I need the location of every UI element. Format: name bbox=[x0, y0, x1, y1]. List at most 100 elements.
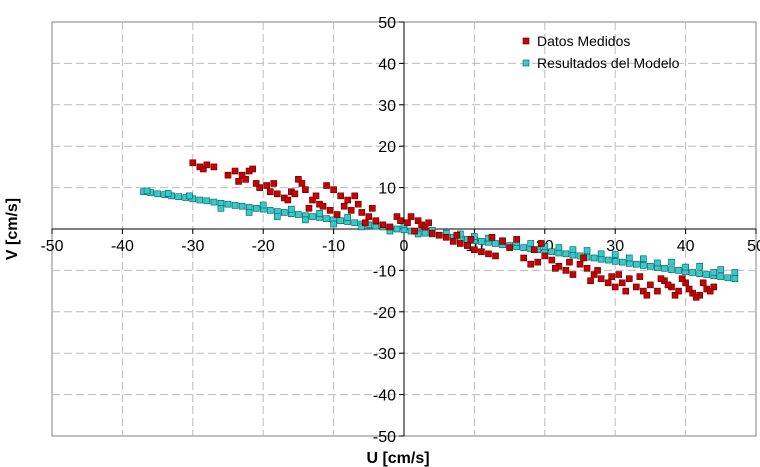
point-resultados-del-modelo bbox=[337, 217, 344, 225]
legend-marker-resultados-modelo bbox=[522, 59, 530, 67]
point-resultados-del-modelo bbox=[569, 246, 577, 253]
point-datos-medidos bbox=[527, 260, 535, 268]
point-resultados-del-modelo bbox=[583, 247, 591, 254]
point-datos-medidos bbox=[203, 161, 211, 169]
point-resultados-del-modelo bbox=[633, 260, 640, 268]
point-datos-medidos bbox=[302, 186, 309, 193]
point-resultados-del-modelo bbox=[654, 259, 661, 267]
point-datos-medidos bbox=[576, 260, 584, 268]
point-datos-medidos bbox=[580, 254, 587, 262]
point-resultados-del-modelo bbox=[203, 197, 211, 205]
point-datos-medidos bbox=[354, 200, 362, 208]
point-resultados-del-modelo bbox=[154, 190, 161, 198]
point-resultados-del-modelo bbox=[604, 256, 612, 264]
point-datos-medidos bbox=[347, 207, 355, 214]
legend-label-datos-medidos: Datos Medidos bbox=[537, 33, 630, 49]
point-datos-medidos bbox=[273, 190, 281, 198]
point-resultados-del-modelo bbox=[611, 257, 619, 265]
point-resultados-del-modelo bbox=[288, 205, 295, 213]
point-datos-medidos bbox=[671, 291, 679, 299]
point-resultados-del-modelo bbox=[555, 244, 563, 251]
point-datos-medidos bbox=[358, 209, 366, 216]
x-tick-label: -40 bbox=[111, 238, 134, 255]
tick-labels: -50-40-30-20-1001020304050-50-40-30-20-1… bbox=[40, 15, 760, 446]
point-resultados-del-modelo bbox=[281, 209, 288, 216]
point-datos-medidos bbox=[200, 165, 207, 173]
point-resultados-del-modelo bbox=[668, 266, 675, 273]
point-datos-medidos bbox=[608, 273, 615, 280]
point-datos-medidos bbox=[397, 217, 404, 225]
point-datos-medidos bbox=[488, 233, 496, 241]
point-resultados-del-modelo bbox=[252, 205, 260, 212]
point-datos-medidos bbox=[442, 233, 450, 241]
point-datos-medidos bbox=[379, 221, 387, 229]
y-tick-label: 10 bbox=[378, 181, 396, 198]
point-datos-medidos bbox=[471, 246, 478, 253]
point-datos-medidos bbox=[633, 283, 640, 291]
point-datos-medidos bbox=[291, 190, 299, 198]
point-resultados-del-modelo bbox=[625, 254, 633, 262]
point-datos-medidos bbox=[675, 287, 682, 295]
point-datos-medidos bbox=[583, 265, 591, 272]
point-datos-medidos bbox=[464, 242, 471, 249]
point-datos-medidos bbox=[344, 196, 351, 204]
point-resultados-del-modelo bbox=[710, 269, 718, 276]
point-datos-medidos bbox=[457, 240, 464, 247]
point-datos-medidos bbox=[386, 223, 394, 231]
point-datos-medidos bbox=[305, 205, 313, 212]
point-datos-medidos bbox=[351, 192, 359, 200]
point-datos-medidos bbox=[263, 182, 271, 189]
point-datos-medidos bbox=[499, 238, 506, 245]
point-datos-medidos bbox=[295, 176, 302, 183]
point-datos-medidos bbox=[435, 231, 443, 239]
point-datos-medidos bbox=[678, 275, 686, 282]
point-resultados-del-modelo bbox=[210, 198, 218, 206]
point-datos-medidos bbox=[590, 271, 598, 278]
point-resultados-del-modelo bbox=[682, 263, 689, 271]
point-datos-medidos bbox=[689, 289, 696, 297]
point-datos-medidos bbox=[640, 287, 647, 295]
point-datos-medidos bbox=[520, 254, 527, 262]
point-resultados-del-modelo bbox=[330, 220, 337, 228]
point-resultados-del-modelo bbox=[266, 207, 274, 214]
point-datos-medidos bbox=[537, 240, 545, 247]
point-resultados-del-modelo bbox=[231, 202, 239, 209]
point-resultados-del-modelo bbox=[196, 196, 204, 204]
point-datos-medidos bbox=[231, 167, 239, 175]
point-datos-medidos bbox=[266, 188, 274, 196]
point-datos-medidos bbox=[242, 176, 249, 183]
y-tick-label: 30 bbox=[378, 98, 396, 115]
point-datos-medidos bbox=[407, 213, 415, 220]
legend-label-resultados-modelo: Resultados del Modelo bbox=[537, 55, 680, 71]
point-resultados-del-modelo bbox=[640, 262, 647, 269]
point-resultados-del-modelo bbox=[421, 229, 429, 237]
x-axis-title: U [cm/s] bbox=[366, 450, 429, 467]
point-resultados-del-modelo bbox=[224, 200, 232, 208]
point-datos-medidos bbox=[622, 287, 630, 295]
point-datos-medidos bbox=[333, 211, 341, 218]
point-datos-medidos bbox=[562, 267, 570, 274]
point-resultados-del-modelo bbox=[520, 244, 527, 251]
x-tick-label: 40 bbox=[677, 238, 695, 255]
point-resultados-del-modelo bbox=[259, 201, 267, 209]
point-datos-medidos bbox=[615, 271, 623, 278]
point-datos-medidos bbox=[485, 250, 492, 258]
point-datos-medidos bbox=[340, 202, 348, 210]
point-datos-medidos bbox=[685, 285, 693, 293]
point-datos-medidos bbox=[421, 223, 429, 231]
point-resultados-del-modelo bbox=[175, 193, 183, 201]
point-datos-medidos bbox=[270, 180, 278, 187]
point-datos-medidos bbox=[404, 219, 411, 227]
point-datos-medidos bbox=[467, 236, 475, 243]
point-datos-medidos bbox=[252, 180, 260, 187]
y-tick-label: -50 bbox=[373, 429, 396, 446]
point-datos-medidos bbox=[492, 252, 499, 260]
point-datos-medidos bbox=[654, 287, 661, 295]
point-resultados-del-modelo bbox=[703, 271, 711, 278]
point-datos-medidos bbox=[587, 277, 594, 285]
point-datos-medidos bbox=[597, 275, 605, 282]
point-datos-medidos bbox=[706, 287, 714, 295]
point-resultados-del-modelo bbox=[393, 225, 401, 233]
point-resultados-del-modelo bbox=[675, 267, 682, 274]
point-datos-medidos bbox=[636, 273, 644, 280]
